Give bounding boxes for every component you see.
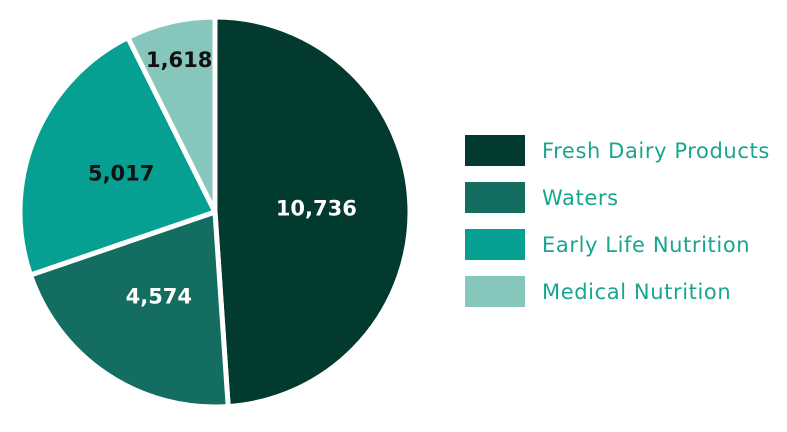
pie-chart: 10,736 4,574 5,017 1,618 xyxy=(17,14,413,410)
pie-value-label-medical-nutrition: 1,618 xyxy=(146,48,212,72)
legend-item-fresh-dairy-products: Fresh Dairy Products xyxy=(465,127,770,174)
legend-item-waters: Waters xyxy=(465,174,770,221)
legend-item-early-life-nutrition: Early Life Nutrition xyxy=(465,221,770,268)
pie-value-label-fresh-dairy-products: 10,736 xyxy=(276,197,357,221)
legend-swatch xyxy=(465,276,525,307)
chart-legend: Fresh Dairy Products Waters Early Life Nut… xyxy=(465,127,770,315)
legend-label: Fresh Dairy Products xyxy=(542,138,770,163)
pie-chart-svg: 10,736 4,574 5,017 1,618 xyxy=(17,14,413,410)
legend-label: Early Life Nutrition xyxy=(542,232,751,257)
pie-value-label-waters: 4,574 xyxy=(126,284,192,308)
legend-label: Medical Nutrition xyxy=(542,279,732,304)
legend-swatch xyxy=(465,229,525,260)
pie-slice-fresh-dairy-products xyxy=(212,14,413,410)
legend-swatch xyxy=(465,135,525,166)
pie-slice-medical-nutrition xyxy=(125,14,218,215)
legend-label: Waters xyxy=(542,185,619,210)
pie-slice-early-life-nutrition xyxy=(17,35,218,278)
legend-swatch xyxy=(465,182,525,213)
legend-item-medical-nutrition: Medical Nutrition xyxy=(465,268,770,315)
pie-value-label-early-life-nutrition: 5,017 xyxy=(88,162,154,186)
